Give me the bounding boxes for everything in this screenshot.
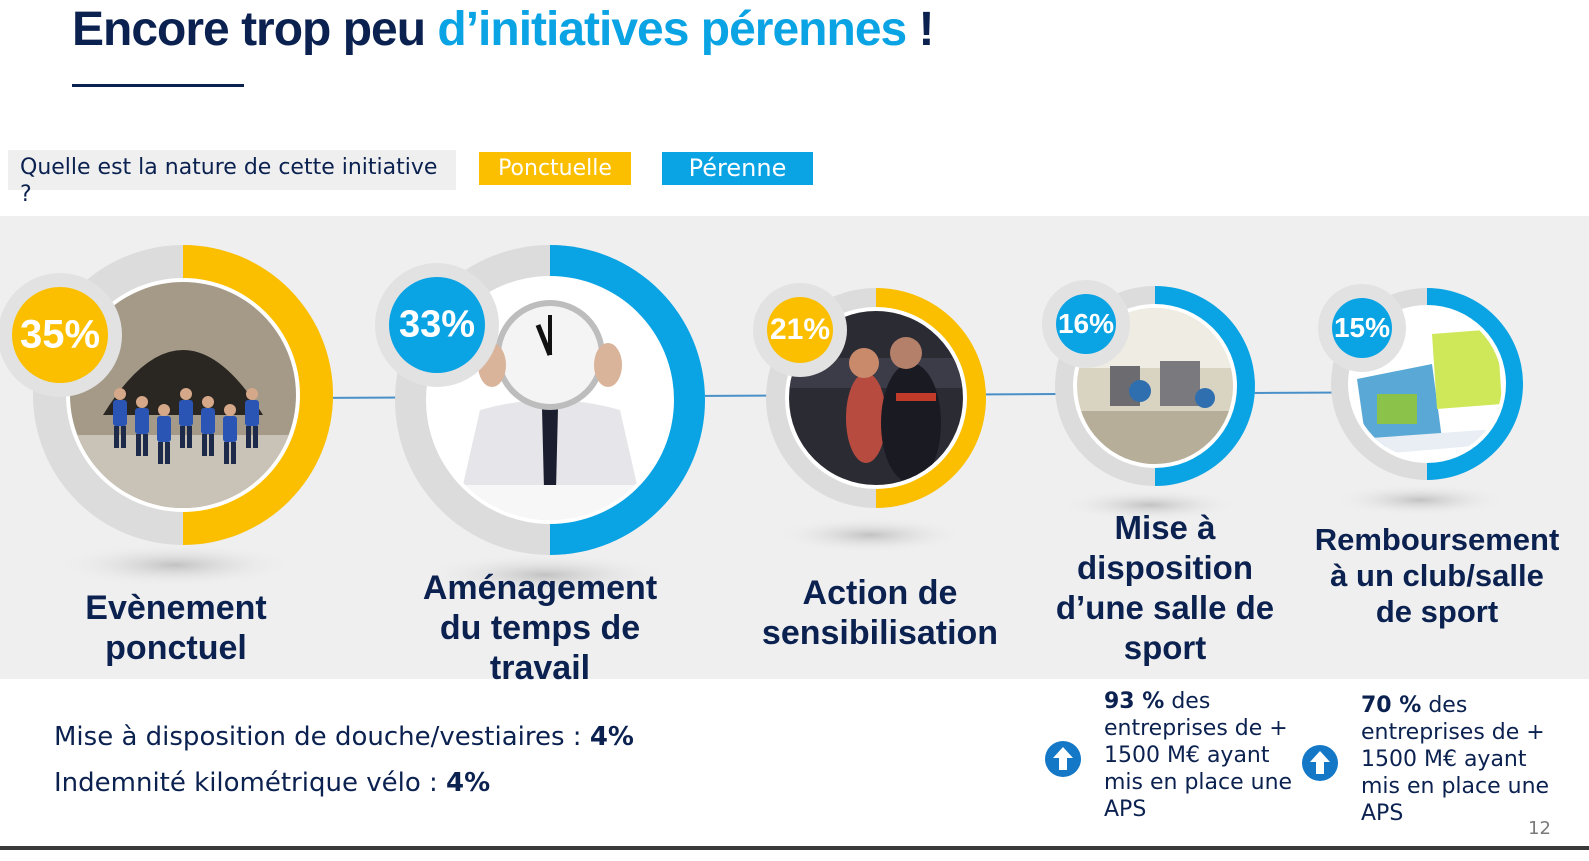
initiative-label-line: Aménagement xyxy=(422,569,658,607)
initiative-label-line: ponctuel xyxy=(105,629,247,667)
arrow-up-icon xyxy=(1302,745,1338,781)
stat-value: 93 % xyxy=(1104,689,1165,714)
pct-bubble xyxy=(767,297,833,363)
title-part-dark: Encore trop peu xyxy=(72,3,438,56)
initiative-circle xyxy=(375,245,705,555)
other-item-douche: Mise à disposition de douche/vestiaires … xyxy=(54,722,634,752)
stat-text: des entreprises de + 1500 M€ ayant mis e… xyxy=(1104,689,1293,822)
initiative-label: Aménagement du temps de travail xyxy=(423,568,657,688)
pct-bubble xyxy=(1056,294,1116,354)
other-item-value: 4% xyxy=(589,722,634,752)
initiative-label-line: à un club/salle xyxy=(1330,558,1544,593)
initiative-label: Remboursement à un club/salle de sport xyxy=(1315,522,1560,630)
initiative-label: Evènement ponctuel xyxy=(85,588,266,668)
pct-value: 15% xyxy=(1333,312,1391,343)
pct-bubble xyxy=(1332,298,1392,358)
pct-value: 21% xyxy=(769,313,831,346)
initiative-label-line: Action de xyxy=(802,574,958,612)
page-number: 12 xyxy=(1528,818,1551,839)
pct-value: 33% xyxy=(398,303,476,346)
initiative-label-line: Evènement xyxy=(85,589,267,627)
initiative-label-line: Remboursement xyxy=(1314,522,1560,557)
title-part-highlight: d’initiatives pérennes xyxy=(437,3,907,56)
pct-value: 35% xyxy=(19,312,101,357)
stat-block-2: 70 % des entreprises de + 1500 M€ ayant … xyxy=(1361,692,1551,827)
other-item-label: Mise à disposition de douche/vestiaires … xyxy=(54,722,590,752)
initiative-circle xyxy=(0,245,333,545)
arrow-up-icon xyxy=(1045,741,1081,777)
initiative-label-line: du temps de xyxy=(439,609,641,647)
initiative-label-line: d’une salle de xyxy=(1055,589,1275,626)
initiative-label-line: sensibilisation xyxy=(761,614,999,652)
initiative-label-line: Mise à xyxy=(1114,509,1216,546)
title-part-exclamation: ! xyxy=(906,3,935,56)
pct-bubble xyxy=(389,277,485,373)
stat-value: 70 % xyxy=(1361,693,1422,718)
initiative-label: Mise à disposition d’une salle de sport xyxy=(1056,508,1274,668)
legend-ponctuelle: Ponctuelle xyxy=(479,152,631,185)
pct-bubble xyxy=(12,287,108,383)
initiative-label-line: de sport xyxy=(1375,594,1499,629)
initiative-circle xyxy=(1318,284,1523,480)
stat-text: des entreprises de + 1500 M€ ayant mis e… xyxy=(1361,693,1550,826)
initiative-label-line: disposition xyxy=(1077,549,1253,586)
runners-photo xyxy=(70,282,296,508)
pct-value: 16% xyxy=(1057,308,1115,339)
initiative-label: Action de sensibilisation xyxy=(762,573,998,653)
question-label: Quelle est la nature de cette initiative… xyxy=(8,150,456,207)
initiative-circle xyxy=(1042,280,1255,486)
bottom-rule xyxy=(0,846,1589,850)
other-item-label: Indemnité kilométrique vélo : xyxy=(54,768,447,798)
other-item-value: 4% xyxy=(446,768,491,798)
legend-perenne: Pérenne xyxy=(662,152,813,185)
page-title: Encore trop peu d’initiatives pérennes ! xyxy=(72,2,935,57)
stat-block-1: 93 % des entreprises de + 1500 M€ ayant … xyxy=(1104,688,1294,823)
other-item-velo: Indemnité kilométrique vélo : 4% xyxy=(54,768,490,798)
initiative-circle xyxy=(753,283,986,508)
initiative-label-line: sport xyxy=(1123,629,1207,666)
title-underline xyxy=(72,84,244,87)
initiative-label-line: travail xyxy=(489,649,591,687)
